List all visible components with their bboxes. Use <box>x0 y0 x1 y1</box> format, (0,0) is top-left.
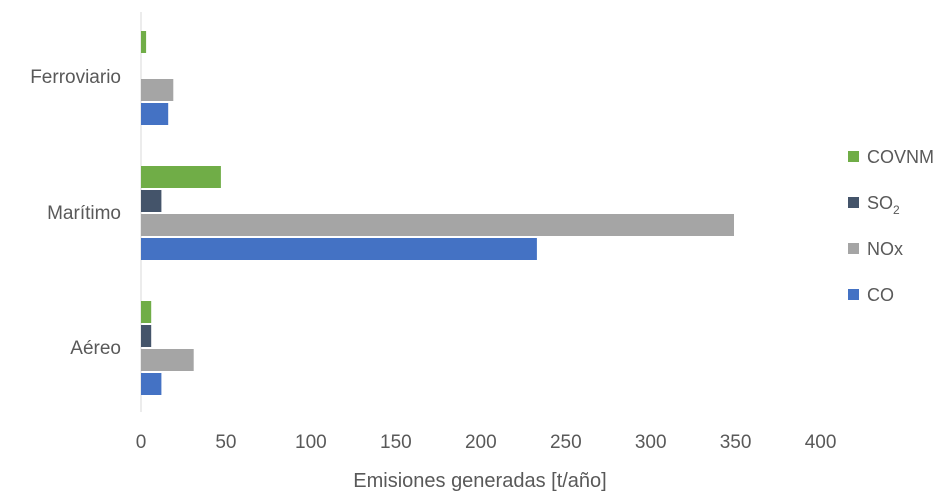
bar-nox-ferroviario <box>141 79 174 101</box>
x-tick-label-150: 150 <box>380 432 412 453</box>
bar-co-ferroviario <box>141 103 169 125</box>
bar-so2-aereo <box>141 325 152 347</box>
x-tick-labels: 0 50 100 150 200 250 300 350 400 <box>136 432 837 453</box>
x-tick-label-250: 250 <box>550 432 582 453</box>
bars-group <box>141 31 734 395</box>
x-tick-label-350: 350 <box>720 432 752 453</box>
x-tick-label-300: 300 <box>635 432 667 453</box>
bar-nox-aereo <box>141 349 194 371</box>
legend-label-nox: NOx <box>867 239 903 259</box>
category-label-ferroviario: Ferroviario <box>30 67 121 88</box>
legend-swatch-nox <box>848 243 859 254</box>
bar-covnm-aereo <box>141 301 152 323</box>
x-tick-label-400: 400 <box>805 432 837 453</box>
legend: COVNM SO2 NOx CO <box>848 147 934 305</box>
legend-label-so2-subscript: 2 <box>893 203 900 217</box>
x-tick-label-0: 0 <box>136 432 147 453</box>
bar-so2-maritimo <box>141 190 162 212</box>
legend-swatch-co <box>848 289 859 300</box>
legend-swatch-covnm <box>848 151 859 162</box>
bar-co-aereo <box>141 373 162 395</box>
legend-label-co: CO <box>867 285 894 305</box>
x-tick-label-200: 200 <box>465 432 497 453</box>
bar-co-maritimo <box>141 238 537 260</box>
legend-label-so2: SO2 <box>867 193 900 217</box>
bar-nox-maritimo <box>141 214 734 236</box>
bar-covnm-ferroviario <box>141 31 147 53</box>
legend-swatch-so2 <box>848 197 859 208</box>
category-label-maritimo: Marítimo <box>47 203 121 224</box>
x-tick-label-100: 100 <box>295 432 327 453</box>
x-tick-label-50: 50 <box>215 432 236 453</box>
bar-covnm-maritimo <box>141 166 221 188</box>
category-label-aereo: Aéreo <box>70 338 121 359</box>
category-labels: Ferroviario Marítimo Aéreo <box>30 67 121 359</box>
x-axis-title: Emisiones generadas [t/año] <box>353 470 607 492</box>
legend-label-covnm: COVNM <box>867 147 934 167</box>
